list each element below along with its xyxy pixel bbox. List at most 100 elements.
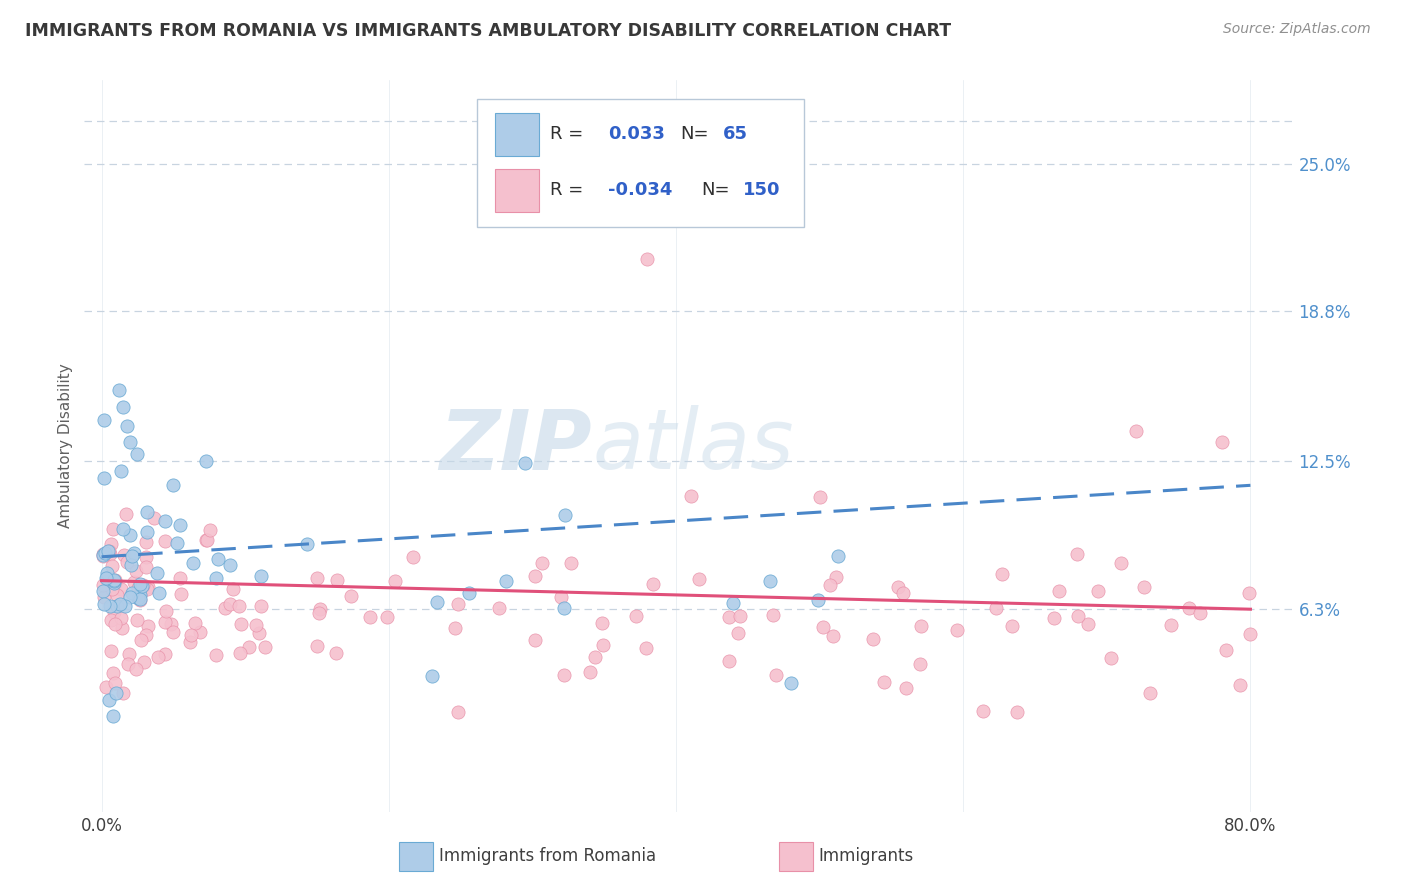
Point	[636, 252, 658, 266]
FancyBboxPatch shape	[495, 169, 538, 212]
Point	[135, 535, 157, 549]
Point	[1160, 617, 1182, 632]
Point	[97, 543, 120, 558]
Point	[122, 546, 145, 560]
Point	[162, 478, 184, 492]
Point	[170, 587, 193, 601]
Point	[103, 576, 125, 591]
Point	[121, 586, 143, 600]
Point	[127, 582, 149, 596]
Point	[104, 685, 127, 699]
Point	[91, 549, 114, 563]
Point	[591, 616, 613, 631]
Point	[560, 557, 582, 571]
Point	[104, 617, 127, 632]
Point	[426, 594, 449, 608]
Point	[1178, 601, 1201, 615]
Text: IMMIGRANTS FROM ROMANIA VS IMMIGRANTS AMBULATORY DISABILITY CORRELATION CHART: IMMIGRANTS FROM ROMANIA VS IMMIGRANTS AM…	[25, 22, 952, 40]
Point	[160, 617, 183, 632]
Point	[100, 643, 122, 657]
Point	[205, 648, 228, 662]
Point	[250, 569, 273, 583]
Point	[143, 511, 166, 525]
Point	[181, 556, 204, 570]
Point	[198, 523, 221, 537]
Point	[184, 616, 207, 631]
Point	[530, 556, 553, 570]
Point	[765, 667, 787, 681]
Point	[104, 576, 127, 591]
Point	[1189, 606, 1212, 620]
Point	[112, 686, 135, 700]
Point	[1087, 584, 1109, 599]
Text: -0.034: -0.034	[607, 181, 672, 199]
Point	[550, 591, 572, 605]
Text: 0.033: 0.033	[607, 126, 665, 144]
Point	[132, 655, 155, 669]
Point	[128, 593, 150, 607]
Point	[180, 628, 202, 642]
Point	[93, 546, 115, 560]
Point	[101, 665, 124, 680]
Point	[101, 709, 124, 723]
Point	[811, 620, 834, 634]
Point	[1125, 424, 1147, 438]
Point	[718, 610, 741, 624]
Point	[946, 624, 969, 638]
Point	[108, 598, 131, 612]
Point	[524, 632, 547, 647]
Point	[107, 599, 129, 613]
Point	[93, 583, 115, 598]
Point	[135, 628, 157, 642]
Point	[761, 607, 783, 622]
Point	[447, 598, 470, 612]
Point	[402, 549, 425, 564]
Point	[827, 549, 849, 563]
FancyBboxPatch shape	[495, 113, 538, 156]
Point	[101, 558, 124, 573]
Point	[721, 596, 744, 610]
Point	[679, 489, 702, 503]
Point	[554, 508, 576, 523]
Point	[420, 669, 443, 683]
Point	[120, 435, 142, 450]
Point	[110, 582, 132, 596]
Point	[1239, 627, 1261, 641]
Text: R =: R =	[550, 126, 583, 144]
Point	[359, 609, 381, 624]
Point	[444, 621, 467, 635]
Point	[1229, 678, 1251, 692]
Point	[894, 681, 917, 695]
Point	[91, 578, 114, 592]
Point	[128, 591, 150, 606]
Point	[808, 490, 831, 504]
Point	[105, 588, 128, 602]
Point	[120, 558, 142, 573]
Text: Immigrants: Immigrants	[818, 847, 914, 865]
Point	[1139, 685, 1161, 699]
Point	[153, 648, 176, 662]
Text: atlas: atlas	[592, 406, 794, 486]
Point	[135, 559, 157, 574]
Point	[155, 615, 177, 630]
Point	[488, 600, 510, 615]
Point	[578, 665, 600, 679]
Point	[1001, 619, 1024, 633]
Text: Source: ZipAtlas.com: Source: ZipAtlas.com	[1223, 22, 1371, 37]
Point	[1215, 643, 1237, 657]
Point	[823, 629, 845, 643]
Point	[148, 650, 170, 665]
Point	[247, 625, 270, 640]
Point	[110, 611, 132, 625]
Text: N=: N=	[702, 181, 730, 199]
Point	[457, 586, 479, 600]
Point	[308, 602, 330, 616]
Point	[96, 574, 118, 588]
Point	[131, 577, 153, 591]
Point	[340, 590, 363, 604]
Point	[553, 668, 575, 682]
Point	[97, 692, 120, 706]
Point	[1109, 556, 1132, 570]
Point	[446, 705, 468, 719]
Point	[862, 632, 884, 646]
